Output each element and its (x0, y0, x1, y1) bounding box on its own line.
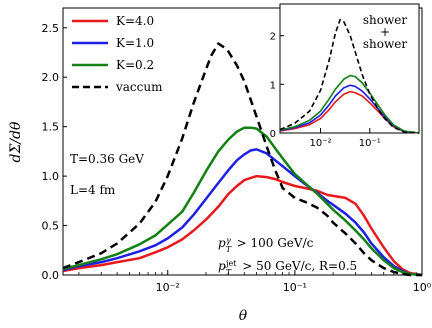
y-tick-label: 2.5 (42, 22, 60, 35)
inset-title-line-3: shower (363, 37, 407, 51)
inset-plot-frame (279, 3, 420, 134)
main-plot-frame (62, 7, 423, 276)
inset-title-line-1: shower (363, 13, 407, 27)
series-line-vaccum (62, 42, 422, 277)
x-tick-label: 10⁻² (156, 281, 180, 294)
series-line-k-0-2 (279, 74, 420, 134)
legend-label-k4: K=4.0 (116, 14, 154, 28)
series-line-k-4-0 (279, 90, 420, 134)
legend-label-k1: K=1.0 (116, 36, 154, 50)
y-tick-label: 0.5 (42, 220, 60, 233)
series-line-k-1-0 (62, 148, 423, 277)
inset-title-line-2: + (380, 25, 390, 39)
annotation-temperature: T=0.36 GeV (70, 152, 144, 166)
x-axis-title: θ (239, 308, 248, 324)
main-x-axis: 10⁻² 10⁻¹ 10⁰ (78, 270, 432, 294)
annotation-length: L=4 fm (70, 183, 116, 197)
y-tick-label: 2.0 (42, 71, 60, 84)
x-tick-label: 10⁻² (310, 138, 332, 149)
inset-series-group (279, 18, 420, 134)
series-line-vaccum (279, 18, 420, 134)
annotation-jet-pt: pTjet > 50 GeV/c, R=0.5 (218, 259, 357, 277)
main-series-group (62, 42, 423, 277)
legend-label-vaccum: vaccum (115, 80, 163, 94)
x-tick-label: 10⁰ (413, 281, 432, 294)
inset-y-axis: 0 1 2 (270, 32, 284, 140)
series-line-k-0-2 (62, 126, 423, 277)
inset-x-axis: 10⁻² 10⁻¹ (310, 128, 381, 149)
y-axis-title: dΣ/dθ (8, 121, 24, 163)
legend-label-k02: K=0.2 (116, 58, 154, 72)
y-tick-label: 1.0 (42, 170, 60, 183)
main-y-axis: 0.0 0.5 1.0 1.5 2.0 2.5 (42, 22, 67, 282)
inset-title: shower + shower (363, 13, 407, 51)
x-tick-label: 10⁻¹ (283, 281, 307, 294)
y-tick-label: 1 (270, 80, 276, 91)
x-tick-label: 10⁻¹ (359, 138, 381, 149)
legend: K=4.0 K=1.0 K=0.2 vaccum (72, 14, 163, 94)
y-tick-label: 0 (270, 129, 276, 140)
y-tick-label: 0.0 (42, 269, 60, 282)
series-line-k-1-0 (279, 84, 420, 134)
series-line-k-4-0 (62, 174, 423, 277)
y-tick-label: 2 (270, 32, 276, 43)
y-tick-label: 1.5 (42, 121, 60, 134)
annotation-photon-pt: pTγ > 100 GeV/c (218, 236, 314, 254)
